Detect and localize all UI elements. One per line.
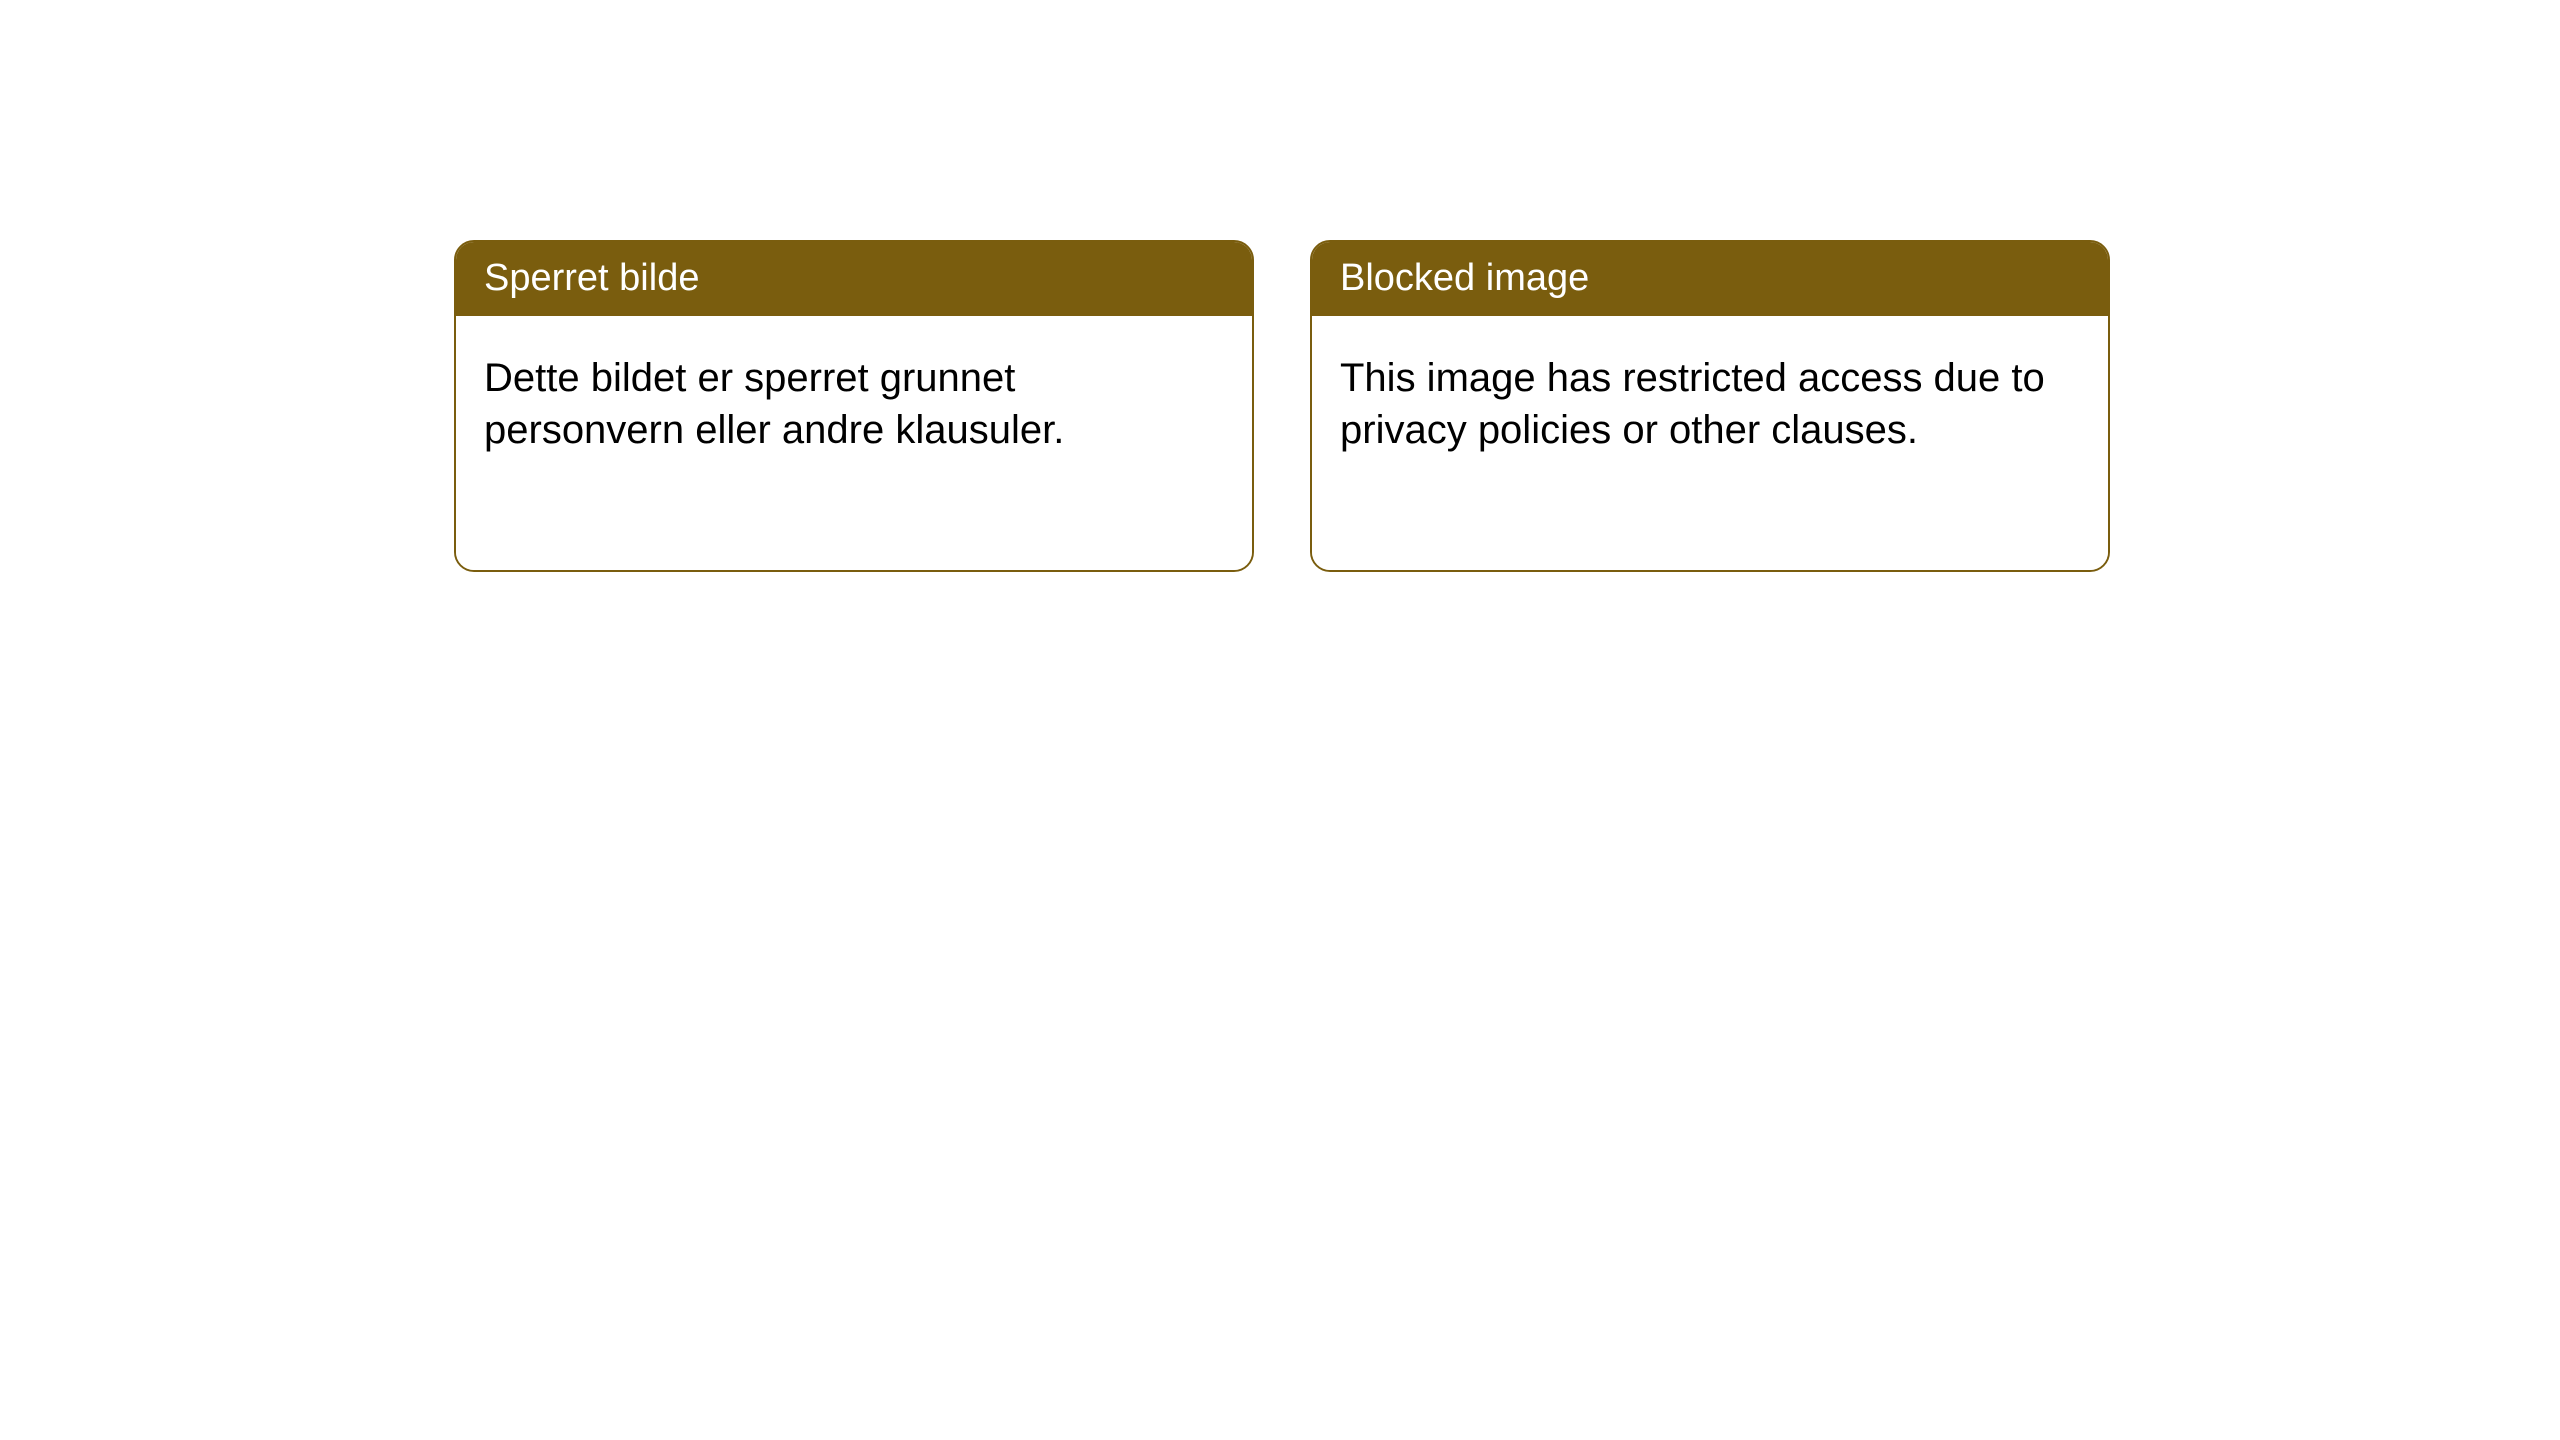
card-body-text: This image has restricted access due to … bbox=[1340, 356, 2045, 452]
card-header: Blocked image bbox=[1312, 242, 2108, 316]
notice-container: Sperret bilde Dette bildet er sperret gr… bbox=[0, 0, 2560, 572]
card-title: Blocked image bbox=[1340, 257, 1589, 299]
card-body-text: Dette bildet er sperret grunnet personve… bbox=[484, 356, 1064, 452]
card-body: Dette bildet er sperret grunnet personve… bbox=[456, 316, 1252, 570]
notice-card-english: Blocked image This image has restricted … bbox=[1310, 240, 2110, 572]
card-title: Sperret bilde bbox=[484, 257, 699, 299]
card-body: This image has restricted access due to … bbox=[1312, 316, 2108, 570]
notice-card-norwegian: Sperret bilde Dette bildet er sperret gr… bbox=[454, 240, 1254, 572]
card-header: Sperret bilde bbox=[456, 242, 1252, 316]
